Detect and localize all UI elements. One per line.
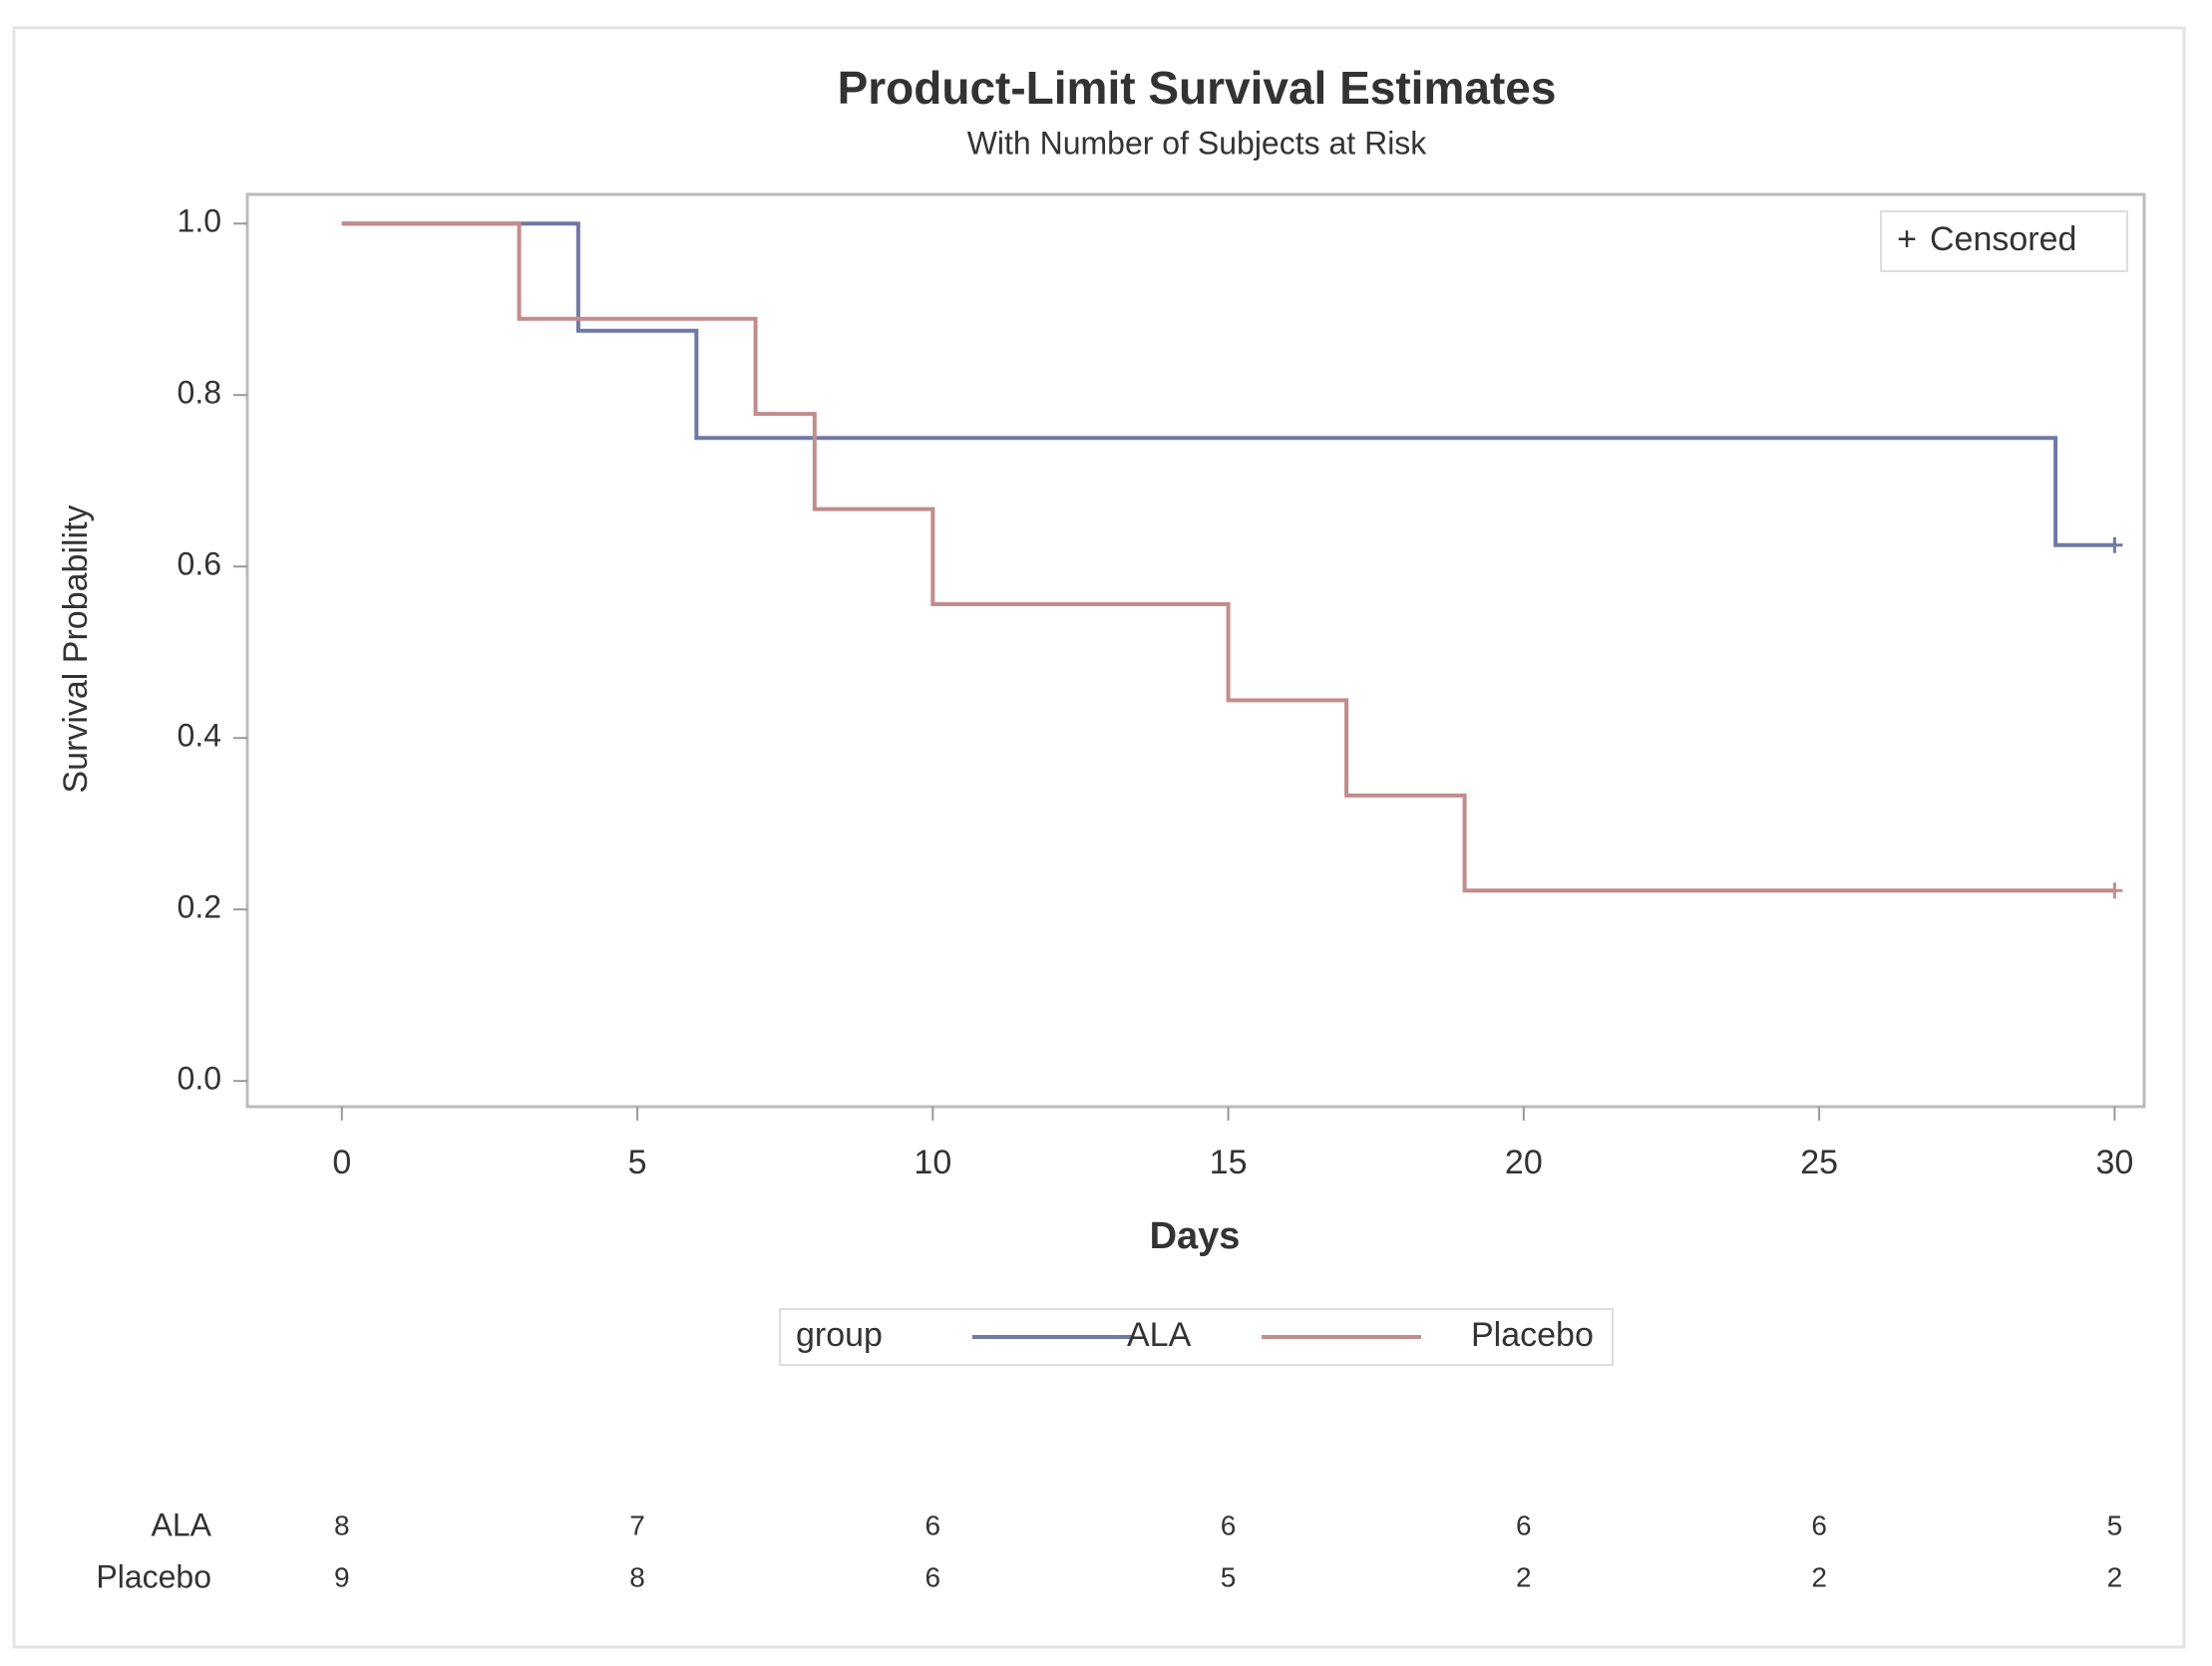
risk-count: 9 — [334, 1561, 350, 1592]
legend-label: Placebo — [1471, 1316, 1594, 1354]
x-tick-label: 10 — [914, 1144, 951, 1181]
censored-legend — [1880, 210, 2128, 272]
risk-count: 2 — [2107, 1561, 2123, 1592]
risk-count: 8 — [629, 1561, 645, 1592]
x-tick-label: 25 — [1800, 1144, 1838, 1181]
x-tick-label: 5 — [628, 1144, 647, 1181]
y-tick-label: 0.6 — [178, 546, 221, 582]
y-tick-label: 0.8 — [178, 375, 221, 411]
risk-count: 7 — [629, 1509, 645, 1540]
legend — [779, 1308, 1614, 1366]
risk-count: 6 — [1811, 1509, 1827, 1540]
y-tick-label: 0.0 — [178, 1061, 221, 1097]
x-tick-label: 30 — [2095, 1144, 2133, 1181]
risk-table-label: Placebo — [96, 1558, 211, 1594]
y-tick-label: 0.4 — [178, 718, 221, 754]
censored-mark — [2106, 536, 2123, 553]
y-tick-label: 0.2 — [178, 889, 221, 925]
censored-mark — [2106, 882, 2123, 899]
risk-count: 5 — [2107, 1509, 2123, 1540]
frame — [12, 26, 2186, 1649]
survival-curve — [341, 221, 2115, 547]
risk-count: 5 — [1221, 1561, 1237, 1592]
survival-curve — [341, 221, 2115, 893]
x-tick-label: 0 — [332, 1144, 351, 1181]
x-axis-label: Days — [1150, 1215, 1241, 1257]
plot-area — [245, 192, 2146, 1109]
risk-count: 6 — [925, 1561, 941, 1592]
legend-title: group — [796, 1316, 883, 1354]
risk-count: 6 — [925, 1509, 941, 1540]
censored-label: Censored — [1930, 220, 2076, 258]
risk-count: 6 — [1221, 1509, 1237, 1540]
censored-symbol: + — [1897, 220, 1917, 258]
chart-subtitle: With Number of Subjects at Risk — [967, 125, 1428, 161]
x-tick-label: 20 — [1505, 1144, 1543, 1181]
risk-count: 2 — [1516, 1561, 1532, 1592]
risk-count: 8 — [334, 1509, 350, 1540]
chart-title: Product-Limit Survival Estimates — [838, 62, 1557, 114]
risk-count: 6 — [1516, 1509, 1532, 1540]
risk-count: 2 — [1811, 1561, 1827, 1592]
x-tick-label: 15 — [1210, 1144, 1248, 1181]
y-tick-label: 1.0 — [178, 203, 221, 239]
risk-table-label: ALA — [152, 1506, 212, 1542]
y-axis-label: Survival Probability — [57, 504, 95, 793]
legend-label: ALA — [1127, 1316, 1192, 1354]
